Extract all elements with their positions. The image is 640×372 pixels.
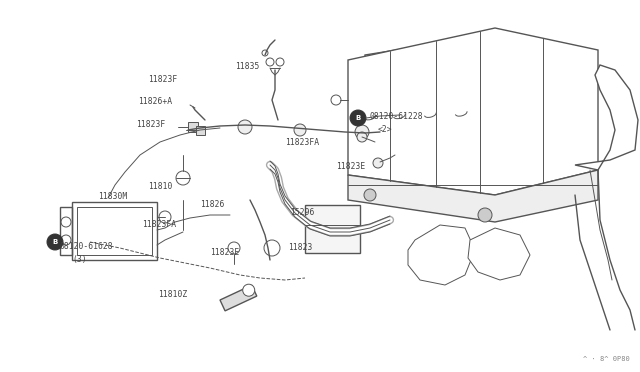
Circle shape bbox=[373, 158, 383, 168]
Circle shape bbox=[357, 132, 367, 142]
Text: <2>: <2> bbox=[378, 125, 392, 134]
Text: 11823: 11823 bbox=[288, 243, 312, 252]
Polygon shape bbox=[348, 170, 598, 222]
Text: B: B bbox=[52, 239, 58, 245]
Circle shape bbox=[243, 284, 255, 296]
Text: 08120-61228: 08120-61228 bbox=[370, 112, 424, 121]
Text: 11830M: 11830M bbox=[98, 192, 127, 201]
Bar bbox=[196, 126, 205, 135]
Circle shape bbox=[47, 234, 63, 250]
Text: B: B bbox=[355, 115, 360, 121]
Bar bbox=[72, 202, 157, 260]
Text: 11823FA: 11823FA bbox=[142, 220, 176, 229]
Text: 08120-61628: 08120-61628 bbox=[60, 242, 114, 251]
Polygon shape bbox=[408, 225, 475, 285]
Polygon shape bbox=[575, 65, 638, 170]
Circle shape bbox=[478, 208, 492, 222]
Polygon shape bbox=[468, 228, 530, 280]
Text: 11823E: 11823E bbox=[336, 162, 365, 171]
Circle shape bbox=[294, 124, 306, 136]
Text: 11823F: 11823F bbox=[148, 75, 177, 84]
Text: 11826+A: 11826+A bbox=[138, 97, 172, 106]
Text: 11810Z: 11810Z bbox=[158, 290, 188, 299]
Text: 11810: 11810 bbox=[148, 182, 172, 191]
Text: ^ · 8^ 0P80: ^ · 8^ 0P80 bbox=[583, 356, 630, 362]
Polygon shape bbox=[220, 285, 257, 311]
Text: 11835: 11835 bbox=[235, 62, 259, 71]
Circle shape bbox=[350, 110, 366, 126]
Circle shape bbox=[238, 120, 252, 134]
Circle shape bbox=[355, 125, 369, 139]
Circle shape bbox=[264, 240, 280, 256]
Bar bbox=[188, 122, 198, 132]
Polygon shape bbox=[365, 35, 580, 195]
Text: 11823E: 11823E bbox=[210, 248, 239, 257]
Polygon shape bbox=[365, 170, 580, 220]
Bar bbox=[305, 205, 360, 253]
Circle shape bbox=[364, 189, 376, 201]
Text: 15296: 15296 bbox=[290, 208, 314, 217]
Text: (3): (3) bbox=[72, 255, 86, 264]
Bar bbox=[77, 207, 152, 255]
Text: 11826: 11826 bbox=[200, 200, 225, 209]
Text: 11823F: 11823F bbox=[136, 120, 165, 129]
Polygon shape bbox=[348, 28, 598, 195]
Text: 11823FA: 11823FA bbox=[285, 138, 319, 147]
